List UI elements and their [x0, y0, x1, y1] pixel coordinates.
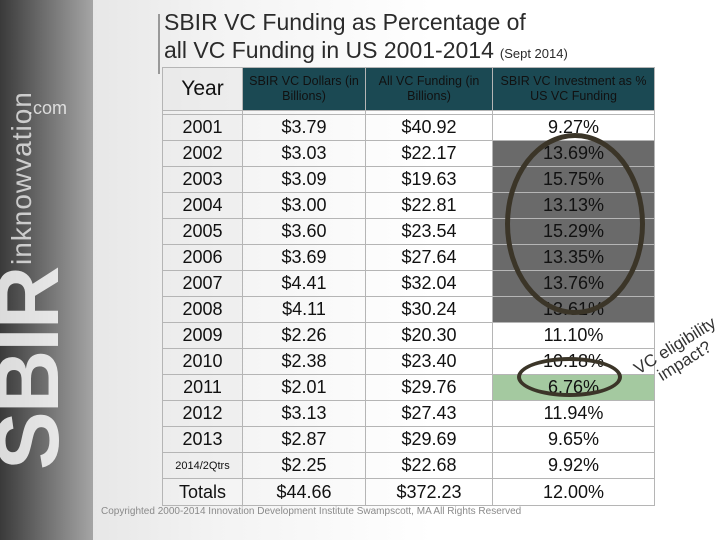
cell-all-vc: $23.40 — [365, 348, 493, 375]
cell-all-vc: $27.64 — [365, 244, 493, 271]
totals-row: Totals $44.66 $372.23 12.00% — [162, 478, 655, 506]
cell-year: 2014/2Qtrs — [162, 452, 243, 479]
cell-year: 2003 — [162, 166, 243, 193]
logo-subtext: inknowvation — [6, 91, 37, 265]
title-note: (Sept 2014) — [499, 46, 568, 61]
cell-year: 2012 — [162, 400, 243, 427]
title-line-1: SBIR VC Funding as Percentage of — [164, 9, 526, 35]
cell-totals-percentage: 12.00% — [492, 478, 655, 506]
cell-sbir-dollars: $4.41 — [242, 270, 366, 297]
cell-all-vc: $30.24 — [365, 296, 493, 323]
table-header-row: Year SBIR VC Dollars (in Billions) All V… — [162, 67, 655, 111]
cell-all-vc: $20.30 — [365, 322, 493, 349]
cell-all-vc: $19.63 — [365, 166, 493, 193]
cell-sbir-dollars: $3.69 — [242, 244, 366, 271]
table-row: 2008 $4.11 $30.24 13.61% — [162, 296, 655, 323]
cell-sbir-dollars: $2.26 — [242, 322, 366, 349]
slide-title: SBIR VC Funding as Percentage of all VC … — [164, 8, 684, 68]
cell-totals-all: $372.23 — [365, 478, 493, 506]
header-year: Year — [162, 67, 243, 111]
highlight-ellipse-2011 — [517, 357, 622, 397]
cell-sbir-dollars: $3.79 — [242, 114, 366, 141]
cell-year: 2007 — [162, 270, 243, 297]
highlight-ellipse-2002-2008 — [505, 133, 645, 315]
cell-year: 2004 — [162, 192, 243, 219]
table-row: 2014/2Qtrs $2.25 $22.68 9.92% — [162, 452, 655, 479]
header-percentage: SBIR VC Investment as % US VC Funding — [492, 67, 655, 111]
cell-percentage: 9.92% — [492, 452, 655, 479]
cell-percentage: 11.94% — [492, 400, 655, 427]
cell-sbir-dollars: $3.13 — [242, 400, 366, 427]
cell-sbir-dollars: $2.25 — [242, 452, 366, 479]
table-row: 2001 $3.79 $40.92 9.27% — [162, 114, 655, 141]
cell-totals-sbir: $44.66 — [242, 478, 366, 506]
cell-sbir-dollars: $4.11 — [242, 296, 366, 323]
cell-year: 2001 — [162, 114, 243, 141]
cell-sbir-dollars: $3.09 — [242, 166, 366, 193]
cell-year: 2006 — [162, 244, 243, 271]
table-row: 2013 $2.87 $29.69 9.65% — [162, 426, 655, 453]
cell-sbir-dollars: $3.00 — [242, 192, 366, 219]
cell-year: 2008 — [162, 296, 243, 323]
cell-all-vc: $22.17 — [365, 140, 493, 167]
cell-year: 2011 — [162, 374, 243, 401]
logo-text: SBIR — [0, 267, 77, 470]
logo-com-text: .com — [28, 98, 68, 118]
cell-sbir-dollars: $2.01 — [242, 374, 366, 401]
cell-percentage: 11.10% — [492, 322, 655, 349]
copyright-footer: Copyrighted 2000-2014 Innovation Develop… — [101, 506, 522, 517]
table-row: 2012 $3.13 $27.43 11.94% — [162, 400, 655, 427]
table-row: 2009 $2.26 $20.30 11.10% — [162, 322, 655, 349]
title-line-2: all VC Funding in US 2001-2014 (Sept 2014… — [164, 36, 684, 68]
cell-sbir-dollars: $3.03 — [242, 140, 366, 167]
cell-totals-label: Totals — [162, 478, 243, 506]
sidebar-logo-strip: .com inknowvation SBIR — [0, 0, 93, 540]
cell-sbir-dollars: $3.60 — [242, 218, 366, 245]
header-sbir-dollars: SBIR VC Dollars (in Billions) — [242, 67, 366, 111]
cell-all-vc: $22.81 — [365, 192, 493, 219]
cell-all-vc: $29.69 — [365, 426, 493, 453]
cell-sbir-dollars: $2.87 — [242, 426, 366, 453]
header-all-vc: All VC Funding (in Billions) — [365, 67, 493, 111]
cell-year: 2002 — [162, 140, 243, 167]
cell-all-vc: $32.04 — [365, 270, 493, 297]
cell-all-vc: $23.54 — [365, 218, 493, 245]
cell-year: 2010 — [162, 348, 243, 375]
cell-percentage: 9.65% — [492, 426, 655, 453]
cell-all-vc: $22.68 — [365, 452, 493, 479]
cell-year: 2013 — [162, 426, 243, 453]
cell-year: 2009 — [162, 322, 243, 349]
table-row: 2002 $3.03 $22.17 13.69% — [162, 140, 655, 167]
cell-all-vc: $27.43 — [365, 400, 493, 427]
title-line-2-text: all VC Funding in US 2001-2014 — [164, 37, 494, 63]
cell-sbir-dollars: $2.38 — [242, 348, 366, 375]
cell-year: 2005 — [162, 218, 243, 245]
cell-all-vc: $29.76 — [365, 374, 493, 401]
cell-all-vc: $40.92 — [365, 114, 493, 141]
title-divider — [158, 14, 160, 74]
